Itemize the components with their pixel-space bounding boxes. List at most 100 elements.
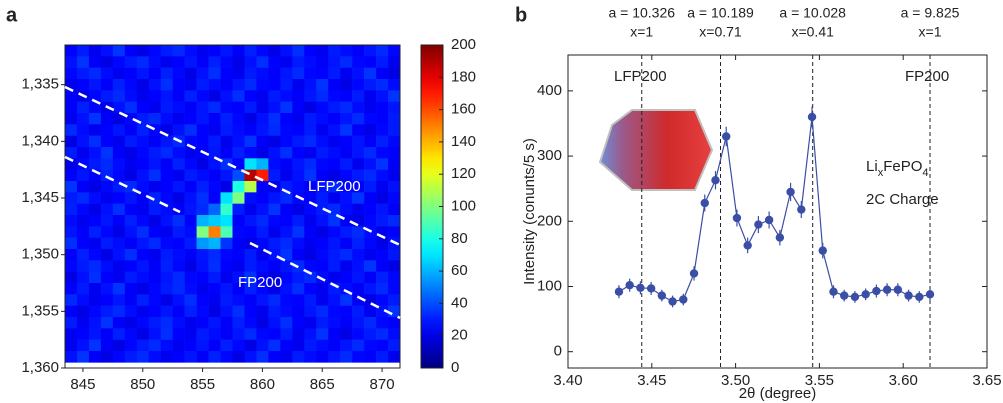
heatmap-cell bbox=[88, 79, 102, 91]
heatmap-cell bbox=[280, 135, 293, 148]
heatmap-cell bbox=[220, 203, 233, 216]
heatmap-cell bbox=[388, 271, 400, 284]
heatmap-cell bbox=[112, 226, 126, 238]
heatmap-cell bbox=[292, 181, 305, 193]
heatmap-cell bbox=[376, 260, 389, 272]
heatmap-cell bbox=[160, 101, 173, 114]
heatmap-cell bbox=[268, 90, 281, 102]
heatmap-cell bbox=[364, 249, 377, 261]
heatmap-cell bbox=[184, 271, 197, 284]
heatmap-cell bbox=[364, 158, 377, 170]
heatmap-cell bbox=[100, 147, 114, 159]
heatmap-cell bbox=[208, 260, 221, 272]
heatmap-cell bbox=[148, 294, 162, 306]
compound-part: x bbox=[878, 167, 884, 179]
heatmap-cell bbox=[364, 113, 377, 125]
x-axis-label: 2θ (degree) bbox=[739, 385, 817, 402]
heatmap-cell bbox=[172, 328, 185, 340]
heatmap-cell bbox=[376, 283, 389, 295]
heatmap-cell bbox=[148, 339, 162, 352]
heatmap-cell bbox=[220, 226, 233, 238]
heatmap-cell bbox=[292, 124, 305, 136]
x-tick-label: 860 bbox=[250, 376, 275, 393]
heatmap-cell bbox=[124, 203, 138, 216]
heatmap-cell bbox=[65, 124, 78, 136]
heatmap-cell bbox=[244, 45, 257, 57]
heatmap-cell bbox=[388, 79, 400, 91]
heatmap-cell bbox=[184, 101, 197, 114]
heatmap-cell bbox=[232, 260, 245, 272]
heatmap-cell bbox=[100, 339, 114, 352]
heatmap-cell bbox=[328, 158, 341, 170]
heatmap-cell bbox=[244, 169, 257, 182]
colorbar-tick-label: 120 bbox=[451, 165, 476, 182]
heatmap-cell bbox=[388, 101, 400, 114]
data-point bbox=[797, 205, 806, 214]
heatmap-cell bbox=[304, 226, 317, 238]
heatmap-cell bbox=[112, 305, 126, 318]
heatmap-cell bbox=[364, 305, 377, 318]
heatmap-cell bbox=[196, 79, 209, 91]
heatmap-cell bbox=[148, 226, 162, 238]
heatmap-cell bbox=[340, 181, 353, 193]
heatmap-cell bbox=[184, 135, 197, 148]
heatmap-cell bbox=[148, 135, 162, 148]
heatmap-cell bbox=[196, 317, 209, 329]
heatmap-cell bbox=[136, 351, 150, 363]
data-point bbox=[872, 286, 881, 296]
heatmap-cell bbox=[388, 328, 400, 340]
heatmap-cell bbox=[256, 192, 269, 204]
heatmap-cell bbox=[376, 271, 389, 284]
heatmap-cell bbox=[292, 294, 305, 306]
heatmap-cell bbox=[232, 249, 245, 261]
heatmap-cell bbox=[268, 271, 281, 284]
heatmap-cell bbox=[148, 249, 162, 261]
heatmap-cell bbox=[364, 79, 377, 91]
data-point bbox=[818, 246, 827, 255]
heatmap-cell bbox=[340, 260, 353, 272]
heatmap-cell bbox=[88, 249, 102, 261]
heatmap-cell bbox=[160, 317, 173, 329]
heatmap-cell bbox=[220, 56, 233, 68]
heatmap-cell bbox=[172, 260, 185, 272]
heatmap-cell bbox=[328, 226, 341, 238]
heatmap-cell bbox=[76, 192, 90, 204]
heatmap-cell bbox=[124, 351, 138, 363]
heatmap-cell bbox=[268, 45, 281, 57]
heatmap-cell bbox=[100, 294, 114, 306]
heatmap-cell bbox=[364, 147, 377, 159]
heatmap-cell bbox=[88, 237, 102, 250]
heatmap-cell bbox=[124, 124, 138, 136]
heatmap-cell bbox=[292, 56, 305, 68]
heatmap-cell bbox=[65, 67, 78, 80]
heatmap-cell bbox=[76, 169, 90, 182]
heatmap-cell bbox=[112, 249, 126, 261]
heatmap-cell bbox=[352, 260, 365, 272]
peak-label: LFP200 bbox=[614, 68, 667, 85]
heatmap-cell bbox=[328, 169, 341, 182]
heatmap-cell bbox=[352, 45, 365, 57]
heatmap-cell bbox=[280, 192, 293, 204]
heatmap-cell bbox=[304, 283, 317, 295]
heatmap-cell bbox=[65, 237, 78, 250]
heatmap-cell bbox=[76, 249, 90, 261]
heatmap-cell bbox=[364, 67, 377, 80]
heatmap-cell bbox=[196, 101, 209, 114]
heatmap-cell bbox=[388, 181, 400, 193]
heatmap-cell bbox=[376, 113, 389, 125]
heatmap-cell bbox=[172, 317, 185, 329]
heatmap-cell bbox=[148, 317, 162, 329]
heatmap-cell bbox=[112, 90, 126, 102]
heatmap-cell bbox=[328, 328, 341, 340]
heatmap-cell bbox=[280, 226, 293, 238]
heatmap-cell bbox=[352, 351, 365, 363]
heatmap-cell bbox=[328, 124, 341, 136]
heatmap-cell bbox=[256, 124, 269, 136]
data-point bbox=[807, 112, 817, 122]
heatmap-cell bbox=[100, 181, 114, 193]
heatmap-cell bbox=[88, 192, 102, 204]
heatmap-cell bbox=[160, 124, 173, 136]
heatmap-cell bbox=[160, 90, 173, 102]
heatmap-cell bbox=[112, 339, 126, 352]
heatmap-cell bbox=[160, 158, 173, 170]
